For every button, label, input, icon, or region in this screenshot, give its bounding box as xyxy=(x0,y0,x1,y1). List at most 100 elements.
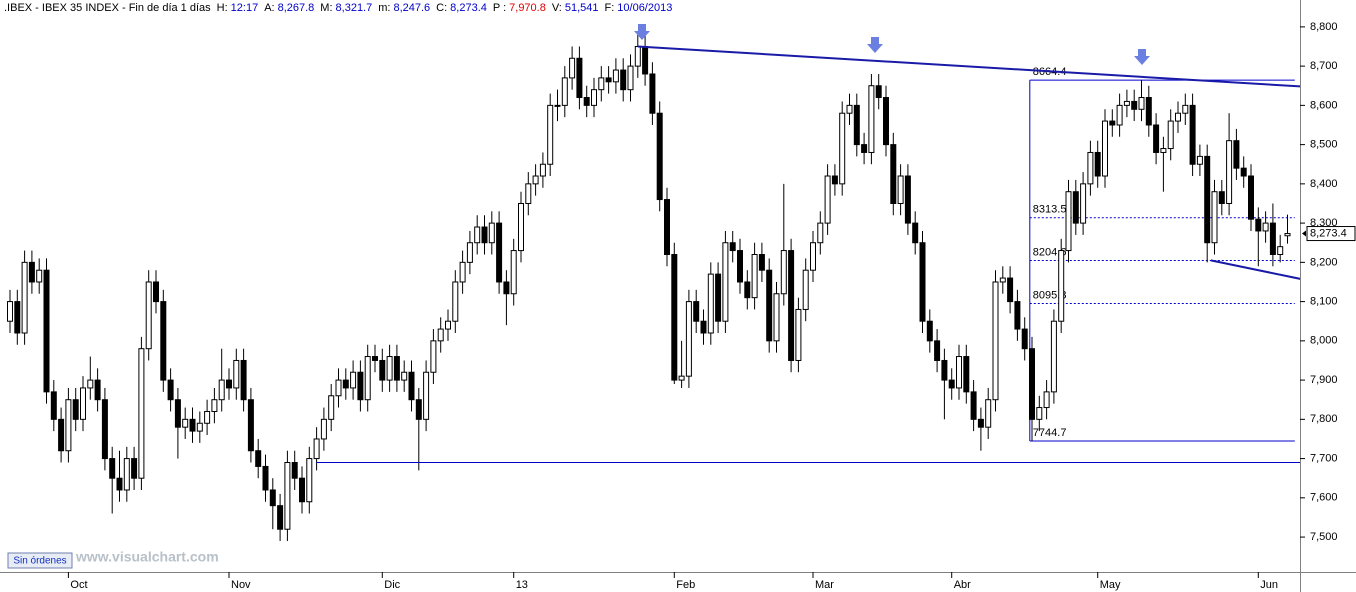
candle-body xyxy=(839,112,846,185)
candle-body xyxy=(788,250,795,361)
x-tick-label: Oct xyxy=(70,579,87,591)
candle-body xyxy=(167,379,174,401)
candle-body xyxy=(277,505,284,530)
y-tick-label: 7,500 xyxy=(1310,531,1338,543)
candle-body xyxy=(875,85,882,99)
candle-body xyxy=(247,399,254,452)
candle-body xyxy=(547,104,554,165)
x-tick-label: Feb xyxy=(676,579,695,591)
candle-body xyxy=(291,462,298,479)
candle-body xyxy=(182,418,189,428)
candle-body xyxy=(1160,148,1167,153)
candle-body xyxy=(1050,320,1057,393)
candle-body xyxy=(1131,100,1138,110)
candle-body xyxy=(1233,140,1240,169)
candle-body xyxy=(379,359,386,381)
candle-body xyxy=(1116,104,1123,126)
candle-body xyxy=(218,379,225,401)
candle-body xyxy=(94,379,101,401)
candle-body xyxy=(780,250,787,295)
candle-body xyxy=(1175,112,1181,122)
candle-body xyxy=(386,356,393,381)
candle-body xyxy=(1109,120,1116,126)
candle-body xyxy=(1065,191,1072,252)
candle-body xyxy=(320,418,327,440)
candle-body xyxy=(627,65,634,91)
candle-body xyxy=(802,269,809,310)
candle-body xyxy=(1196,155,1203,165)
candle-body xyxy=(773,293,780,342)
candle-body xyxy=(393,356,400,381)
x-tick-label: Jun xyxy=(1260,579,1278,591)
y-tick-label: 7,600 xyxy=(1310,492,1338,504)
candle-body xyxy=(861,144,868,153)
y-tick-label: 8,700 xyxy=(1310,60,1338,72)
button[interactable] xyxy=(7,552,73,569)
candle-body xyxy=(109,458,116,479)
candle-body xyxy=(262,465,269,491)
candle-body xyxy=(65,399,72,452)
candle-body xyxy=(138,348,145,479)
x-tick-label: May xyxy=(1100,579,1121,591)
candle-body xyxy=(342,379,349,389)
candle-body xyxy=(401,371,408,381)
candle-body xyxy=(583,97,590,106)
candle-body xyxy=(269,489,276,507)
candle-body xyxy=(1123,100,1130,106)
candle-body xyxy=(43,269,50,393)
candle-body xyxy=(145,281,152,350)
candle-body xyxy=(1182,104,1189,114)
candle-body xyxy=(831,175,838,185)
y-tick-label: 7,700 xyxy=(1310,452,1338,464)
candle-body xyxy=(758,254,765,271)
candle-body xyxy=(518,202,524,252)
candle-body xyxy=(715,273,722,322)
y-tick-label: 8,200 xyxy=(1310,256,1338,268)
candle-body xyxy=(196,422,203,432)
header-value: 8,247.6 xyxy=(393,2,430,14)
candle-body xyxy=(671,254,678,381)
y-tick-label: 8,500 xyxy=(1310,139,1338,151)
header-label: F: xyxy=(605,2,615,14)
y-tick-label: 8,800 xyxy=(1310,21,1338,33)
candle-body xyxy=(729,242,736,252)
button-label[interactable]: Sin órdenes xyxy=(13,556,66,567)
candle-body xyxy=(853,104,860,146)
candle-body xyxy=(1080,183,1087,224)
candle-body xyxy=(1284,233,1291,237)
candle-body xyxy=(985,399,992,428)
candle-body xyxy=(160,301,167,381)
trend-line xyxy=(1210,259,1300,280)
candle-body xyxy=(299,477,305,503)
header-value: 8,267.8 xyxy=(278,2,315,14)
candle-body xyxy=(817,222,824,244)
candle-body xyxy=(1043,391,1050,409)
candle-body xyxy=(956,356,962,389)
candle-body xyxy=(21,261,28,334)
candle-body xyxy=(1153,124,1160,153)
y-tick-label: 8,300 xyxy=(1310,217,1338,229)
candle-body xyxy=(437,328,444,342)
candle-body xyxy=(364,356,371,401)
candle-body xyxy=(904,175,911,224)
candle-body xyxy=(1036,407,1043,420)
candle-body xyxy=(28,261,35,283)
candle-body xyxy=(189,418,196,432)
x-tick-label: Mar xyxy=(815,579,834,591)
candle-body xyxy=(890,144,897,204)
x-tick-label: 13 xyxy=(516,579,528,591)
candle-body xyxy=(525,183,532,204)
candle-body xyxy=(116,477,123,491)
header-label: m: xyxy=(378,2,390,14)
candle-body xyxy=(131,458,138,479)
candle-body xyxy=(80,387,86,420)
header-label: P : xyxy=(493,2,506,14)
candle-body xyxy=(766,269,773,342)
candle-body xyxy=(255,450,262,467)
candle-body xyxy=(1226,140,1233,204)
candle-body xyxy=(415,399,422,420)
candle-body xyxy=(123,458,130,491)
header-label: A: xyxy=(264,2,274,14)
candle-body xyxy=(612,69,619,83)
